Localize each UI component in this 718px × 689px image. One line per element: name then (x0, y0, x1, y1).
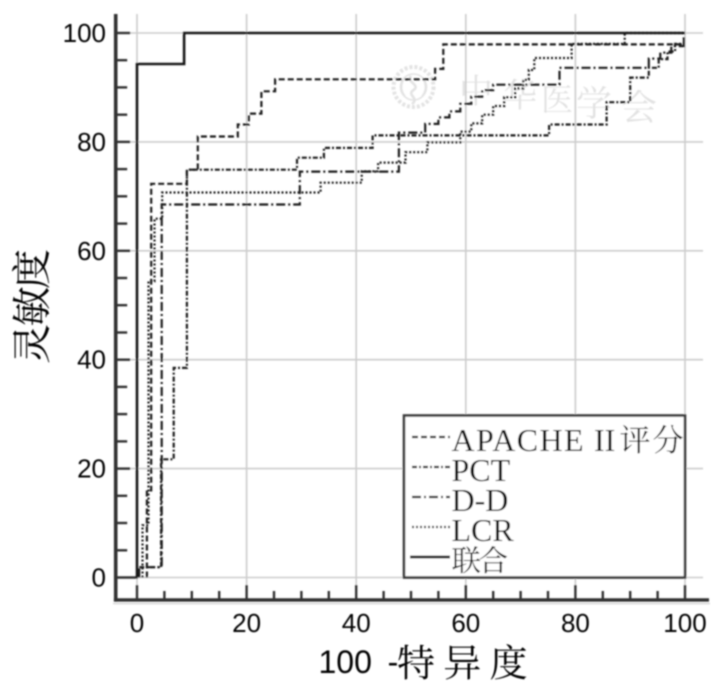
svg-text:LCR: LCR (452, 512, 515, 548)
svg-text:0: 0 (92, 563, 106, 593)
svg-text:60: 60 (451, 608, 480, 638)
svg-text:80: 80 (561, 608, 590, 638)
svg-text:-: - (388, 644, 399, 680)
svg-text:40: 40 (77, 345, 106, 375)
svg-text:II: II (594, 422, 615, 458)
svg-text:20: 20 (77, 454, 106, 484)
svg-text:20: 20 (232, 608, 261, 638)
svg-text:PCT: PCT (452, 452, 511, 488)
svg-text:100: 100 (63, 18, 106, 48)
svg-text:APACHE: APACHE (452, 422, 585, 458)
svg-text:D-D: D-D (452, 482, 509, 518)
svg-text:40: 40 (342, 608, 371, 638)
svg-text:100: 100 (663, 608, 706, 638)
svg-text:60: 60 (77, 236, 106, 266)
svg-text:80: 80 (77, 127, 106, 157)
svg-text:100: 100 (319, 644, 372, 680)
svg-text:0: 0 (130, 608, 144, 638)
